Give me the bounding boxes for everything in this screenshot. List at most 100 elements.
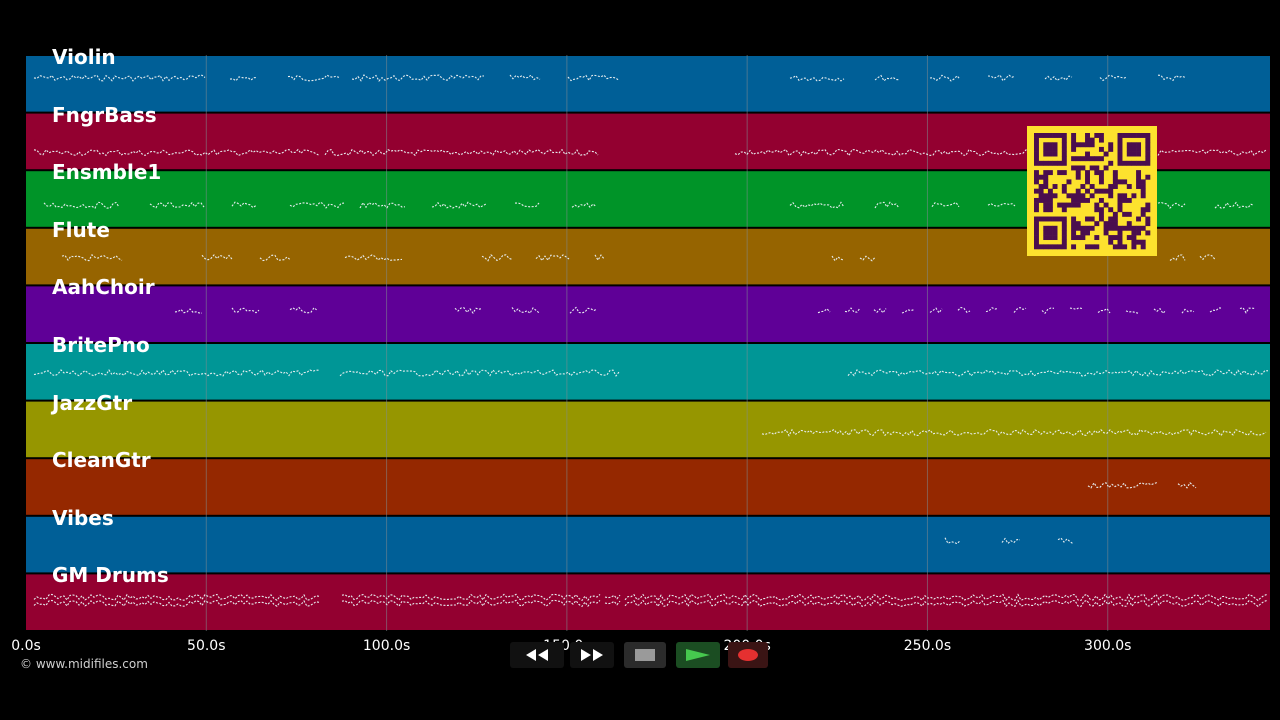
qr-module <box>1085 188 1090 194</box>
qr-module <box>1136 184 1142 189</box>
qr-module <box>1117 230 1123 236</box>
qr-module <box>1108 188 1114 194</box>
qr-module <box>1108 160 1114 166</box>
qr-module <box>1089 216 1095 222</box>
qr-module <box>1140 193 1146 199</box>
fast-forward-button[interactable] <box>570 642 614 668</box>
track-label: JazzGtr <box>52 390 133 415</box>
qr-module <box>1066 193 1072 199</box>
note-cluster <box>1069 307 1083 310</box>
qr-module <box>1145 216 1151 222</box>
qr-module <box>1103 230 1109 236</box>
qr-module <box>1043 160 1049 166</box>
qr-module <box>1103 151 1109 157</box>
rewind-button[interactable] <box>510 642 564 668</box>
note-cluster <box>985 307 999 313</box>
qr-module <box>1085 170 1090 176</box>
qr-module <box>1061 225 1067 231</box>
qr-module <box>1052 133 1058 138</box>
qr-module <box>1112 179 1118 185</box>
note-cluster <box>61 253 123 262</box>
qr-module <box>1117 193 1123 199</box>
note-cluster <box>874 74 900 82</box>
qr-module <box>1094 156 1100 162</box>
qr-module <box>1126 235 1132 241</box>
qr-module <box>1075 165 1081 171</box>
note-cluster <box>567 74 620 82</box>
qr-module <box>1140 188 1146 194</box>
qr-module <box>1071 244 1077 250</box>
note-cluster <box>817 308 831 314</box>
qr-module <box>1047 160 1053 166</box>
qr-module <box>1080 230 1086 236</box>
qr-module <box>1089 244 1095 250</box>
qr-module <box>1136 225 1142 231</box>
qr-module <box>1108 142 1114 148</box>
note-cluster <box>1157 201 1186 209</box>
note-cluster <box>761 428 1267 437</box>
qr-module <box>1061 170 1067 176</box>
qr-module <box>1145 156 1151 162</box>
qr-module <box>1117 179 1123 185</box>
qr-module <box>1094 202 1100 208</box>
play-button[interactable] <box>676 642 720 668</box>
qr-module <box>1145 207 1151 213</box>
qr-module <box>1117 137 1123 143</box>
qr-module <box>1075 174 1081 180</box>
note-cluster <box>289 201 345 209</box>
fast-forward-icon <box>581 649 603 661</box>
stop-button[interactable] <box>624 642 666 668</box>
qr-module <box>1061 230 1067 236</box>
qr-module <box>1043 197 1049 203</box>
note-cluster <box>511 307 540 315</box>
note-cluster <box>1239 307 1256 314</box>
note-cluster <box>33 74 206 82</box>
qr-module <box>1071 216 1077 222</box>
qr-module <box>1038 174 1044 180</box>
qr-module <box>1061 239 1067 245</box>
qr-module <box>1047 188 1053 194</box>
qr-module <box>1080 156 1086 162</box>
qr-module <box>1075 156 1081 162</box>
qr-module <box>1108 146 1114 152</box>
qr-module <box>1034 137 1039 143</box>
note-cluster <box>1157 149 1267 156</box>
qr-module <box>1047 207 1053 213</box>
note-cluster <box>929 74 961 82</box>
qr-module <box>1043 230 1049 236</box>
qr-module <box>1043 235 1049 241</box>
qr-module <box>1052 151 1058 157</box>
note-cluster <box>341 599 601 608</box>
qr-module <box>1066 202 1072 208</box>
record-button[interactable] <box>728 642 768 668</box>
qr-module <box>1108 184 1114 189</box>
qr-module <box>1136 133 1142 138</box>
qr-module <box>1089 142 1095 148</box>
qr-module <box>1085 137 1090 143</box>
qr-module <box>1034 146 1039 152</box>
note-events <box>33 74 1269 608</box>
qr-module <box>1057 133 1063 138</box>
qr-module <box>1140 184 1146 189</box>
qr-module <box>1057 244 1063 250</box>
qr-module <box>1034 221 1039 227</box>
qr-module <box>1075 170 1081 176</box>
qr-module <box>1038 193 1044 199</box>
note-cluster <box>987 202 1016 207</box>
qr-module <box>1126 211 1132 217</box>
qr-module <box>1085 142 1090 148</box>
qr-module <box>1145 174 1151 180</box>
qr-module <box>1052 225 1058 231</box>
qr-module <box>1112 184 1118 189</box>
rewind-icon <box>526 649 548 661</box>
qr-module <box>1103 188 1109 194</box>
qr-module <box>1061 160 1067 166</box>
qr-module <box>1071 225 1077 231</box>
note-cluster <box>831 255 845 262</box>
qr-module <box>1108 216 1114 222</box>
qr-module <box>1075 225 1081 231</box>
qr-module <box>1126 146 1132 152</box>
qr-module <box>1034 188 1039 194</box>
qr-module <box>1061 151 1067 157</box>
